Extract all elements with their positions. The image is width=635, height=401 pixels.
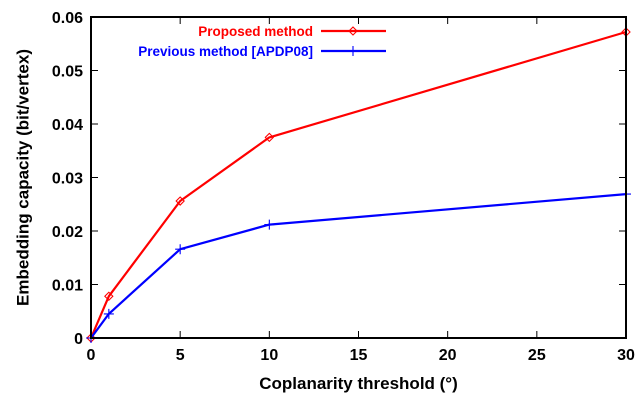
legend-marker-previous [348, 46, 358, 56]
x-tick-label-15: 15 [350, 347, 368, 364]
x-axis-title: Coplanarity threshold (°) [259, 374, 458, 393]
series-proposed [86, 27, 631, 343]
x-tick-label-0: 0 [87, 347, 96, 364]
axis-ticks: 0 5 10 15 20 25 30 0 0.01 0.02 0.03 0.04 0.05 0.06 [52, 10, 635, 364]
legend-label-previous: Previous method [APDP08] [138, 44, 313, 59]
x-tick-label-5: 5 [176, 347, 185, 364]
series-previous [86, 189, 631, 343]
series-line-0 [89, 30, 627, 339]
data-point-0-1 [104, 291, 114, 302]
y-tick-label-0.04: 0.04 [52, 117, 83, 134]
x-tick-label-10: 10 [260, 347, 278, 364]
series-layer [86, 27, 631, 343]
legend-label-proposed: Proposed method [198, 24, 313, 39]
series-line-1 [90, 193, 627, 339]
y-tick-label-0.06: 0.06 [52, 10, 83, 27]
data-point-0-2 [175, 196, 185, 206]
plot-frame [90, 16, 627, 339]
data-point-0-3 [264, 132, 275, 143]
y-tick-label-0: 0 [74, 331, 83, 348]
y-tick-label-0.03: 0.03 [52, 171, 83, 188]
x-tick-label-30: 30 [617, 347, 635, 364]
y-tick-label-0.02: 0.02 [52, 224, 83, 241]
data-point-1-3 [264, 219, 275, 230]
data-point-1-2 [175, 244, 186, 255]
data-point-1-1 [103, 308, 114, 319]
x-tick-label-20: 20 [439, 347, 457, 364]
y-tick-label-0.01: 0.01 [52, 278, 83, 295]
y-tick-label-0.05: 0.05 [52, 64, 83, 81]
legend-marker-proposed [348, 26, 358, 36]
x-tick-label-25: 25 [528, 347, 546, 364]
y-axis-title: Embedding capacity (bit/vertex) [13, 49, 32, 306]
legend: Proposed method Previous method [APDP08] [138, 24, 386, 59]
